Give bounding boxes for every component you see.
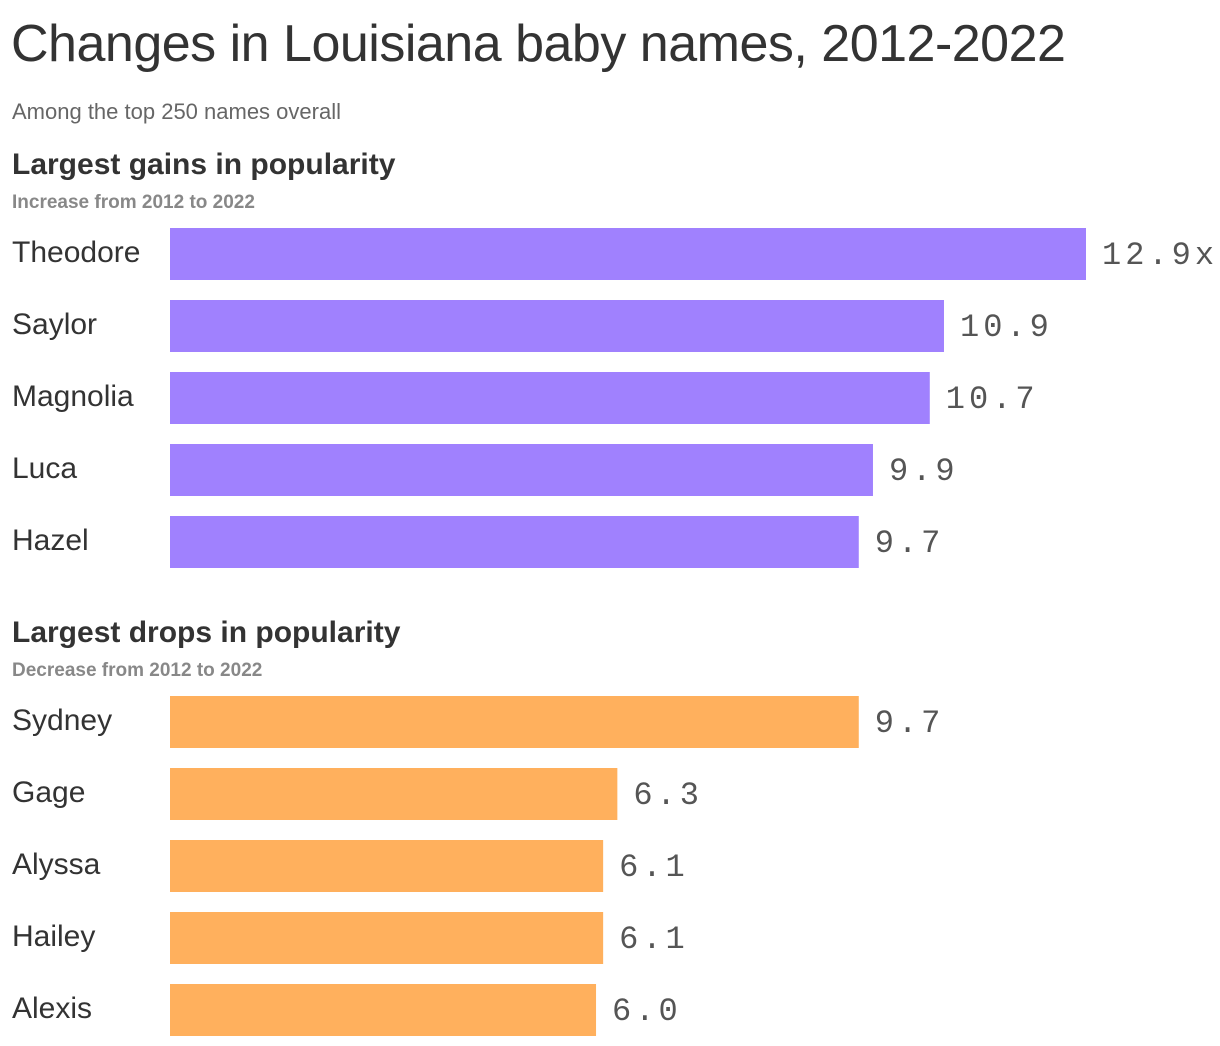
gains-bar-luca <box>170 444 873 496</box>
gains-section-subtitle: Increase from 2012 to 2022 <box>12 192 255 213</box>
drops-bar-gage <box>170 768 618 820</box>
gains-category-label-hazel: Hazel <box>12 524 89 557</box>
gains-category-label-theodore: Theodore <box>12 236 140 269</box>
drops-category-label-gage: Gage <box>12 776 85 809</box>
drops-value-label-alexis: 6.0 <box>612 993 682 1030</box>
drops-value-label-gage: 6.3 <box>633 777 703 814</box>
drops-category-label-sydney: Sydney <box>12 704 112 737</box>
drops-bar-alexis <box>170 984 597 1036</box>
drops-category-label-hailey: Hailey <box>12 920 95 953</box>
chart-subtitle: Among the top 250 names overall <box>12 99 341 124</box>
gains-bar-theodore <box>170 228 1086 280</box>
drops-bar-alyssa <box>170 840 604 892</box>
gains-category-label-luca: Luca <box>12 452 77 485</box>
drops-bar-hailey <box>170 912 604 964</box>
chart-title: Changes in Louisiana baby names, 2012-20… <box>11 15 1066 73</box>
gains-value-label-saylor: 10.9 <box>960 309 1053 346</box>
drops-value-label-hailey: 6.1 <box>619 921 689 958</box>
gains-bar-magnolia <box>170 372 930 424</box>
gains-value-label-luca: 9.9 <box>889 453 959 490</box>
gains-category-label-magnolia: Magnolia <box>12 380 134 413</box>
drops-bar-sydney <box>170 696 859 748</box>
drops-section-subtitle: Decrease from 2012 to 2022 <box>12 660 263 681</box>
drops-section-title: Largest drops in popularity <box>12 616 401 649</box>
gains-value-label-theodore: 12.9x <box>1102 237 1218 274</box>
gains-category-label-saylor: Saylor <box>12 308 97 341</box>
drops-value-label-sydney: 9.7 <box>875 705 945 742</box>
gains-bar-saylor <box>170 300 944 352</box>
gains-value-label-magnolia: 10.7 <box>946 381 1039 418</box>
drops-category-label-alexis: Alexis <box>12 992 92 1025</box>
drops-category-label-alyssa: Alyssa <box>12 848 101 881</box>
drops-value-label-alyssa: 6.1 <box>619 849 689 886</box>
gains-bar-hazel <box>170 516 859 568</box>
gains-value-label-hazel: 9.7 <box>875 525 945 562</box>
gains-section-title: Largest gains in popularity <box>12 148 396 181</box>
